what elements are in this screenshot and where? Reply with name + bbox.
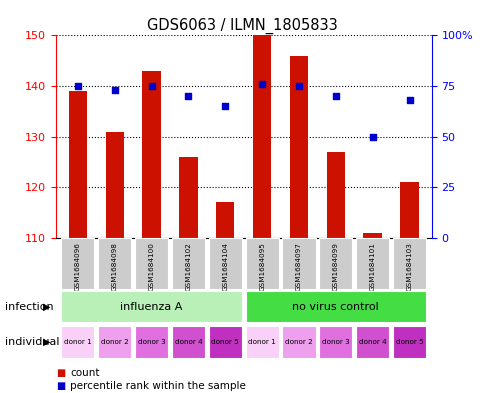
Bar (252, 35, 271, 238)
Bar (245, 238, 278, 289)
Point (294, 83, 302, 89)
Bar (355, 326, 389, 358)
Bar (208, 326, 242, 358)
Text: infection: infection (5, 301, 53, 312)
Text: GSM1684098: GSM1684098 (111, 242, 118, 291)
Text: GSM1684103: GSM1684103 (406, 242, 412, 291)
Text: influenza A: influenza A (120, 301, 182, 312)
Text: ■: ■ (56, 381, 65, 391)
Text: donor 3: donor 3 (137, 339, 165, 345)
Bar (318, 238, 352, 289)
Bar (245, 326, 278, 358)
Text: GSM1684101: GSM1684101 (369, 242, 375, 291)
Bar (282, 326, 315, 358)
Text: ▶: ▶ (44, 337, 51, 347)
Text: donor 2: donor 2 (285, 339, 312, 345)
Text: donor 4: donor 4 (174, 339, 202, 345)
Bar (392, 238, 425, 289)
Point (111, 87, 119, 93)
Bar (61, 326, 94, 358)
Bar (392, 326, 425, 358)
Text: ■: ■ (56, 367, 65, 378)
Point (331, 93, 339, 99)
Bar (135, 326, 168, 358)
Text: GSM1684095: GSM1684095 (258, 242, 265, 291)
Text: donor 2: donor 2 (101, 339, 128, 345)
Bar (171, 326, 205, 358)
Point (74, 83, 82, 89)
Text: donor 5: donor 5 (395, 339, 423, 345)
Text: count: count (70, 367, 100, 378)
Text: donor 1: donor 1 (248, 339, 275, 345)
Point (368, 133, 376, 140)
Bar (282, 238, 315, 289)
Bar (98, 238, 131, 289)
Bar (179, 157, 197, 238)
Bar (61, 290, 242, 322)
Text: ▶: ▶ (44, 301, 51, 312)
Bar (216, 202, 234, 238)
Bar (289, 55, 307, 238)
Point (148, 83, 155, 89)
Text: percentile rank within the sample: percentile rank within the sample (70, 381, 246, 391)
Bar (399, 182, 418, 238)
Point (257, 81, 265, 87)
Text: donor 5: donor 5 (211, 339, 239, 345)
Text: GSM1684104: GSM1684104 (222, 242, 228, 291)
Point (221, 103, 229, 109)
Bar (318, 326, 352, 358)
Text: GDS6063 / ILMN_1805833: GDS6063 / ILMN_1805833 (147, 18, 337, 34)
Point (405, 97, 412, 103)
Point (184, 93, 192, 99)
Text: GSM1684099: GSM1684099 (332, 242, 338, 291)
Text: GSM1684097: GSM1684097 (295, 242, 302, 291)
Text: donor 3: donor 3 (321, 339, 349, 345)
Text: GSM1684096: GSM1684096 (75, 242, 81, 291)
Text: donor 1: donor 1 (64, 339, 91, 345)
Bar (69, 91, 87, 238)
Bar (208, 238, 242, 289)
Bar (61, 238, 94, 289)
Text: GSM1684100: GSM1684100 (148, 242, 154, 291)
Bar (135, 238, 168, 289)
Text: GSM1684102: GSM1684102 (185, 242, 191, 291)
Bar (106, 132, 124, 238)
Text: no virus control: no virus control (292, 301, 378, 312)
Bar (171, 238, 205, 289)
Bar (98, 326, 131, 358)
Text: individual: individual (5, 337, 59, 347)
Text: donor 4: donor 4 (358, 339, 386, 345)
Bar (355, 238, 389, 289)
Bar (245, 290, 425, 322)
Bar (326, 152, 344, 238)
Bar (363, 233, 381, 238)
Bar (142, 71, 161, 238)
